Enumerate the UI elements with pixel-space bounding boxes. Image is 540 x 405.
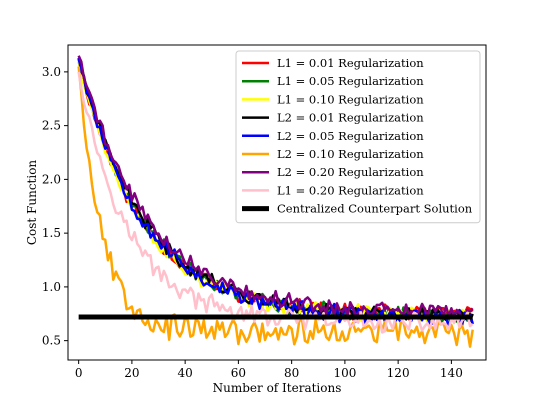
legend-entry-label: L2 = 0.01 Regularization (277, 111, 424, 125)
legend-entry-label: L1 = 0.10 Regularization (277, 92, 424, 106)
y-tick-label: 1.5 (42, 226, 61, 240)
legend-entry-label: L1 = 0.05 Regularization (277, 74, 424, 88)
legend-entry-label: L2 = 0.10 Regularization (277, 147, 424, 161)
x-axis-label: Number of Iterations (213, 381, 342, 395)
legend-box (235, 50, 481, 224)
legend-entry-label: Centralized Counterpart Solution (277, 202, 473, 216)
legend-entry-label: L1 = 0.20 Regularization (277, 183, 424, 197)
series-line-6 (77, 66, 474, 348)
y-tick-label: 2.5 (42, 119, 61, 133)
series-layer (77, 55, 474, 348)
axes-layer: 0 20 40 60 80 100 120 140 0.5 1.0 1.5 2.0 2.5 3.0 (42, 44, 487, 380)
x-tick-label: 140 (440, 366, 463, 380)
x-tick-label: 20 (124, 366, 139, 380)
x-tick-label: 0 (75, 366, 83, 380)
y-axis-label: Cost Function (25, 160, 39, 246)
legend-entry-label: L1 = 0.01 Regularization (277, 56, 424, 70)
x-tick-label: 120 (387, 366, 410, 380)
series-line-7 (77, 55, 474, 320)
x-tick-label: 100 (333, 366, 356, 380)
legend: L1 = 0.01 Regularization L1 = 0.05 Regula… (235, 50, 481, 224)
legend-entry-label: L2 = 0.05 Regularization (277, 129, 424, 143)
legend-entry-label: L2 = 0.20 Regularization (277, 165, 424, 179)
series-line-8 (77, 71, 474, 334)
plot-frame (67, 44, 487, 361)
x-tick-label: 60 (231, 366, 246, 380)
y-tick-label: 2.0 (42, 172, 61, 186)
x-tick-label: 80 (284, 366, 299, 380)
y-tick-label: 3.0 (42, 65, 61, 79)
y-tick-label: 0.5 (42, 334, 61, 348)
y-tick-label: 1.0 (42, 280, 61, 294)
x-tick-label: 40 (178, 366, 193, 380)
